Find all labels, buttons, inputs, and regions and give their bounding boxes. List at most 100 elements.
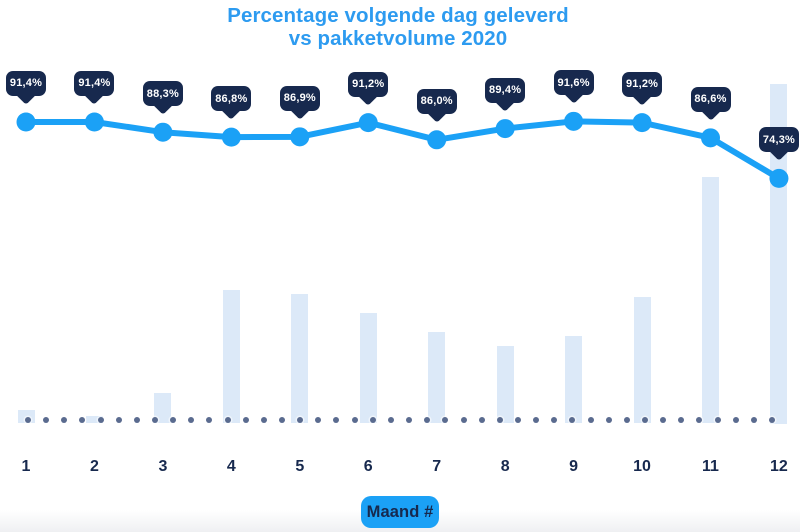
volume-bar-month-12: [770, 83, 788, 424]
bubble-value-label: 91,6%: [553, 70, 594, 96]
baseline-dot: [170, 417, 177, 423]
bubble-value-label: 91,4%: [6, 70, 46, 96]
baseline-dot: [61, 417, 68, 423]
line-marker-month-2: [84, 112, 104, 132]
baseline-dot: [696, 417, 703, 423]
volume-bar-month-4: [222, 289, 240, 424]
bubble-value-label: 86,8%: [211, 86, 252, 112]
baseline-dot: [152, 417, 159, 423]
bubble-value-label: 91,2%: [348, 71, 389, 97]
baseline-dot: [514, 417, 521, 423]
line-marker-month-3: [153, 122, 173, 142]
line-marker-month-7: [427, 130, 447, 150]
line-marker-month-9: [564, 111, 584, 131]
baseline-dot: [115, 417, 122, 423]
baseline-dot: [206, 417, 213, 423]
x-tick-label-5: 5: [295, 458, 305, 475]
volume-bar-month-9: [565, 336, 583, 424]
x-tick-label-6: 6: [363, 458, 373, 475]
x-tick-label-8: 8: [500, 458, 510, 475]
baseline-dot: [605, 417, 612, 423]
bubble-value-label: 86,0%: [416, 88, 457, 114]
baseline-dot: [478, 417, 485, 423]
line-marker-month-6: [358, 113, 378, 133]
value-bubble-month-10: 91,2%: [622, 71, 663, 107]
chart-title-line-2: vs pakketvolume 2020: [288, 27, 508, 50]
chart-title: Percentage volgende dag geleverd vs pakk…: [0, 4, 796, 50]
x-tick-label-3: 3: [158, 458, 168, 475]
bubble-value-label: 86,6%: [690, 86, 731, 112]
baseline-dot: [533, 417, 540, 423]
baseline-dot: [133, 417, 140, 423]
value-bubble-month-3: 88,3%: [142, 81, 183, 116]
baseline-dot: [496, 417, 503, 423]
baseline-dot: [623, 417, 630, 423]
baseline-dot: [750, 417, 757, 423]
baseline-dot: [224, 417, 231, 423]
baseline-dot: [442, 417, 449, 423]
baseline-dot: [279, 417, 286, 423]
value-bubble-month-5: 86,9%: [279, 85, 320, 121]
chart-title-line-1: Percentage volgende dag geleverd: [227, 4, 569, 27]
line-marker-month-4: [221, 127, 241, 147]
bubble-value-label: 86,9%: [279, 85, 320, 111]
baseline-dot: [424, 417, 431, 423]
value-bubble-month-11: 86,6%: [690, 86, 731, 122]
baseline-dot: [551, 417, 558, 423]
bubble-value-label: 89,4%: [485, 77, 526, 103]
bubble-value-label: 88,3%: [142, 81, 183, 107]
baseline-dot: [732, 417, 739, 423]
baseline-dot: [678, 417, 685, 423]
baseline-dot: [351, 417, 358, 423]
volume-bar-month-3: [154, 393, 172, 424]
baseline-dot: [43, 417, 50, 423]
line-marker-month-11: [701, 128, 720, 148]
delivery-line: [23, 118, 782, 182]
bubble-value-label: 91,4%: [74, 70, 115, 96]
value-bubble-month-4: 86,8%: [211, 86, 252, 121]
baseline-dot: [387, 417, 394, 423]
x-tick-label-9: 9: [569, 458, 579, 475]
x-tick-label-11: 11: [702, 458, 719, 475]
volume-bar-month-7: [428, 332, 446, 424]
x-tick-label-4: 4: [226, 458, 236, 475]
baseline-dot: [315, 417, 322, 423]
value-bubble-month-7: 86,0%: [416, 88, 457, 124]
bubble-value-label: 74,3%: [758, 127, 799, 153]
line-marker-month-10: [632, 113, 652, 133]
baseline-dot: [406, 417, 413, 423]
baseline-dot: [297, 417, 304, 423]
bubble-value-label: 91,2%: [622, 71, 663, 97]
volume-bar-month-11: [702, 177, 719, 424]
volume-bar-month-2: [85, 416, 103, 424]
line-marker-month-5: [290, 127, 310, 147]
volume-bar-month-10: [633, 297, 651, 424]
x-tick-label-10: 10: [633, 458, 651, 475]
baseline-dot: [79, 417, 86, 423]
value-bubble-month-2: 91,4%: [74, 70, 115, 106]
value-bubble-month-6: 91,2%: [348, 71, 389, 107]
baseline-dot: [97, 417, 104, 423]
volume-bar-month-6: [359, 312, 377, 424]
baseline-dot: [25, 417, 31, 423]
baseline-dot: [714, 417, 721, 423]
x-tick-label-1: 1: [21, 458, 31, 475]
line-marker-month-1: [16, 112, 36, 132]
baseline-dot: [641, 417, 648, 423]
baseline-dot: [587, 417, 594, 423]
value-bubble-month-9: 91,6%: [553, 70, 594, 105]
x-tick-label-12: 12: [770, 458, 788, 475]
baseline-dot: [660, 417, 667, 423]
line-marker-month-12: [769, 168, 789, 188]
x-tick-label-7: 7: [432, 458, 442, 475]
volume-bar-month-8: [496, 345, 514, 424]
volume-bar-month-5: [291, 293, 309, 424]
baseline-dot: [260, 417, 267, 423]
baseline-dot: [569, 417, 576, 423]
baseline-dot: [188, 417, 195, 423]
baseline-dot: [242, 417, 249, 423]
value-bubble-month-1: 91,4%: [6, 70, 46, 106]
baseline-dot: [333, 417, 340, 423]
